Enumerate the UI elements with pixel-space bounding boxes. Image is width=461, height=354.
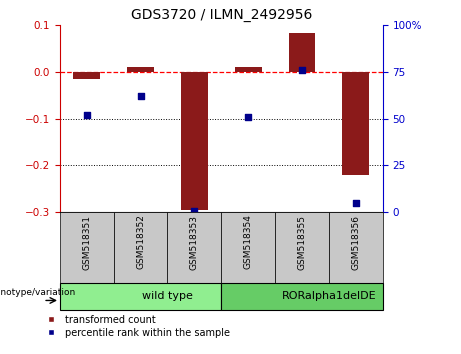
Bar — [127, 67, 154, 72]
Point — [83, 112, 90, 118]
Point — [191, 208, 198, 213]
Bar — [221, 283, 383, 310]
Text: GSM518352: GSM518352 — [136, 215, 145, 269]
Point — [352, 200, 360, 206]
Text: GSM518356: GSM518356 — [351, 215, 360, 269]
Point — [137, 93, 144, 99]
Bar — [235, 67, 261, 72]
Bar — [342, 72, 369, 175]
Text: GSM518351: GSM518351 — [83, 215, 91, 269]
Point — [298, 67, 306, 73]
Bar — [167, 212, 221, 283]
Bar — [181, 72, 208, 210]
Text: RORalpha1delDE: RORalpha1delDE — [282, 291, 376, 302]
Text: wild type: wild type — [142, 291, 193, 302]
Bar — [221, 212, 275, 283]
Bar — [60, 283, 221, 310]
Legend: transformed count, percentile rank within the sample: transformed count, percentile rank withi… — [42, 315, 230, 337]
Text: GSM518353: GSM518353 — [190, 215, 199, 269]
Bar — [73, 72, 100, 79]
Bar — [289, 33, 315, 72]
Bar — [275, 212, 329, 283]
Text: genotype/variation: genotype/variation — [0, 288, 76, 297]
Point — [244, 114, 252, 120]
Title: GDS3720 / ILMN_2492956: GDS3720 / ILMN_2492956 — [130, 8, 312, 22]
Text: GSM518354: GSM518354 — [244, 215, 253, 269]
Bar — [60, 212, 114, 283]
Bar — [329, 212, 383, 283]
Text: GSM518355: GSM518355 — [297, 215, 307, 269]
Bar — [114, 212, 167, 283]
